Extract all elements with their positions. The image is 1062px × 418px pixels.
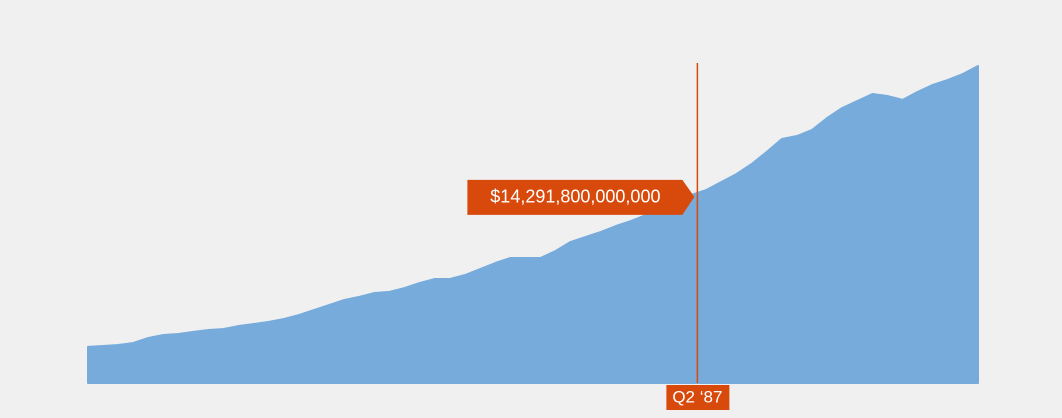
tooltip-box	[467, 179, 695, 215]
tooltip-value: $14,291,800,000,000	[490, 187, 660, 207]
x-label-box	[666, 385, 730, 410]
area	[87, 65, 979, 384]
x-tick-label: Q2 ‘87	[672, 387, 722, 406]
